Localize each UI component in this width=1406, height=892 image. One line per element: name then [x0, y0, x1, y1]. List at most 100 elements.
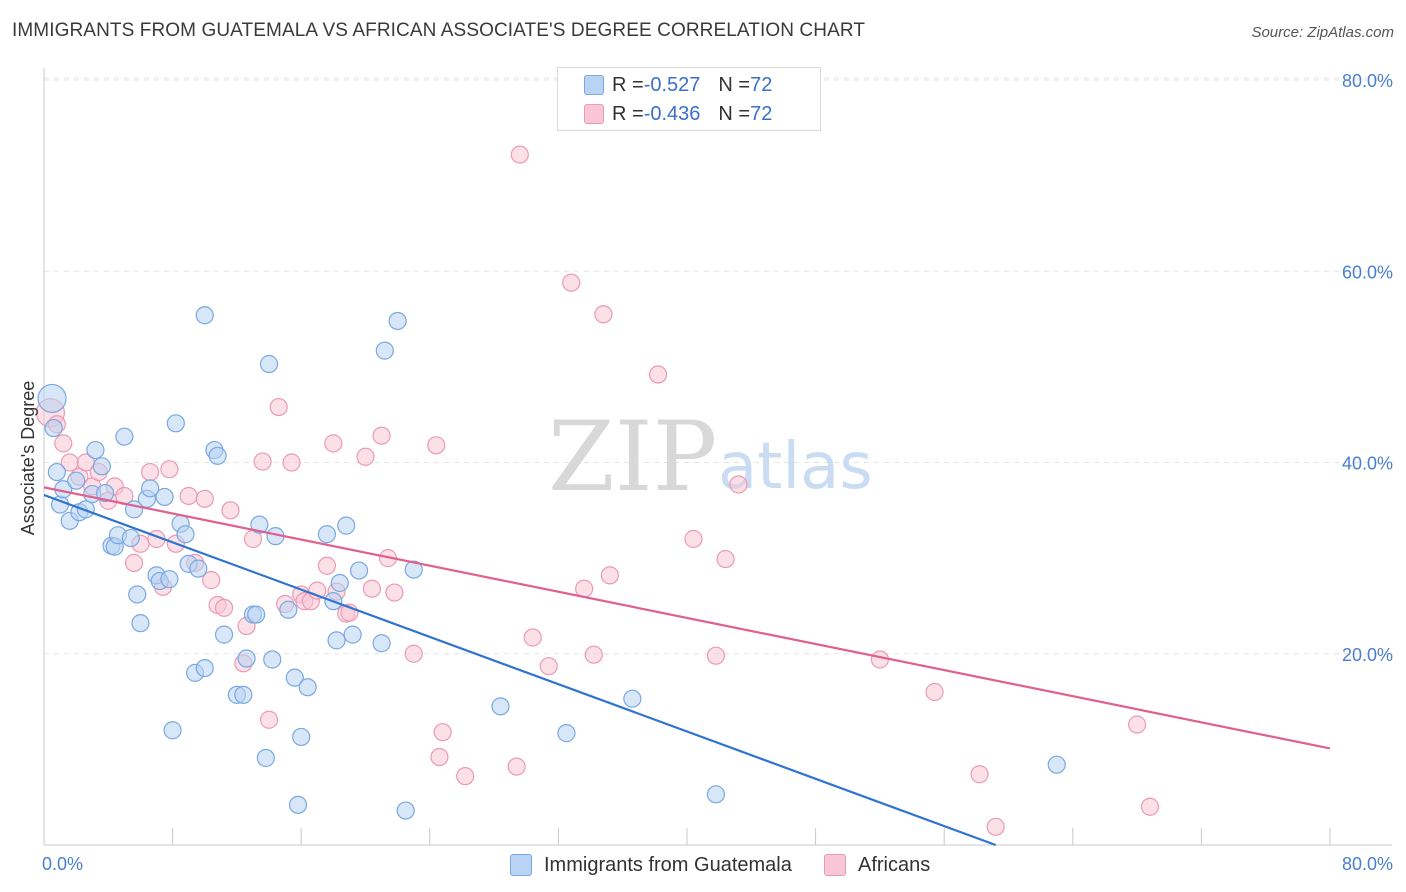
legend-n-label: N =: [718, 102, 751, 125]
point-guatemala: [95, 484, 115, 503]
point-guatemala: [208, 446, 227, 465]
y-axis-label: Associate's Degree: [18, 381, 38, 536]
point-guatemala: [375, 341, 394, 360]
point-guatemala: [706, 785, 726, 804]
point-guatemala: [86, 440, 105, 460]
point-guatemala: [47, 462, 66, 482]
point-africans: [282, 453, 301, 472]
point-africans: [584, 645, 603, 664]
point-guatemala: [44, 418, 63, 438]
point-guatemala: [256, 748, 275, 768]
point-africans: [317, 556, 337, 575]
labels-layer: 20.0% 40.0% 60.0% 80.0% 0.0% 80.0% Associate's…: [18, 71, 1393, 874]
watermark-zip: ZIP: [548, 401, 717, 513]
point-africans: [356, 447, 375, 466]
point-guatemala: [121, 528, 140, 548]
point-africans: [269, 397, 288, 417]
point-africans: [385, 583, 404, 602]
bottom-legend-label: Africans: [858, 853, 931, 876]
grid-layer: [44, 77, 1392, 655]
point-guatemala: [189, 559, 208, 578]
legend-n-value: 72: [750, 73, 773, 96]
point-guatemala: [372, 634, 391, 653]
point-guatemala: [176, 525, 195, 544]
point-guatemala: [247, 605, 266, 624]
point-guatemala: [250, 515, 269, 534]
x-tick-label: 80.0%: [1342, 854, 1393, 874]
point-africans: [600, 566, 619, 585]
point-guatemala: [160, 570, 179, 589]
point-africans: [594, 305, 613, 324]
point-africans: [179, 486, 198, 506]
point-africans: [140, 462, 160, 482]
point-guatemala: [195, 658, 214, 678]
watermark: ZIP atlas: [548, 401, 873, 513]
point-africans: [706, 646, 726, 665]
point-africans: [430, 747, 449, 767]
point-africans: [214, 598, 234, 617]
point-africans: [970, 765, 989, 784]
point-guatemala: [263, 650, 282, 669]
point-africans: [510, 145, 529, 164]
point-africans: [253, 452, 272, 471]
point-africans: [684, 529, 703, 549]
point-africans: [870, 650, 890, 669]
point-guatemala: [491, 697, 510, 716]
y-tick-label: 20.0%: [1342, 645, 1393, 665]
bottom-legend-swatch-pink: [824, 854, 846, 876]
point-africans: [562, 273, 581, 292]
point-africans: [716, 549, 735, 569]
point-guatemala: [337, 516, 356, 535]
point-africans: [324, 434, 343, 453]
point-guatemala: [285, 668, 304, 687]
bottom-legend-africans: Africans: [824, 852, 930, 878]
point-guatemala: [131, 614, 150, 633]
point-guatemala: [404, 560, 423, 579]
chart-title: IMMIGRANTS FROM GUATEMALA VS AFRICAN ASS…: [12, 20, 866, 41]
point-africans: [507, 757, 526, 776]
point-guatemala: [163, 721, 182, 740]
point-africans: [372, 426, 391, 445]
point-africans: [427, 436, 446, 455]
point-guatemala: [327, 631, 346, 650]
point-guatemala: [140, 479, 160, 498]
point-guatemala: [155, 487, 174, 507]
point-africans: [648, 365, 668, 384]
point-guatemala: [259, 354, 279, 374]
point-africans: [729, 475, 748, 494]
bottom-legend-swatch-blue: [510, 854, 532, 876]
point-guatemala: [388, 311, 407, 331]
point-africans: [259, 710, 279, 729]
point-guatemala: [343, 625, 362, 644]
point-africans: [523, 628, 542, 647]
point-africans: [575, 579, 594, 598]
bottom-legend-guatemala: Immigrants from Guatemala: [510, 852, 792, 878]
point-guatemala: [317, 525, 337, 544]
y-tick-label: 40.0%: [1342, 454, 1393, 474]
source-credit: Source: ZipAtlas.com: [1251, 24, 1394, 41]
point-africans: [221, 501, 240, 520]
legend-r-label: R =: [612, 102, 644, 125]
point-guatemala: [349, 561, 369, 580]
point-guatemala: [557, 724, 576, 743]
point-guatemala: [214, 625, 234, 644]
axis-layer: [43, 68, 1392, 846]
point-guatemala: [288, 795, 308, 814]
point-africans: [404, 644, 423, 663]
point-africans: [1140, 797, 1160, 816]
point-africans: [539, 657, 558, 676]
point-africans: [986, 817, 1005, 836]
point-guatemala: [128, 585, 147, 604]
point-guatemala: [1047, 755, 1066, 774]
point-guatemala: [623, 689, 642, 708]
point-africans: [160, 460, 179, 479]
y-tick-label: 60.0%: [1342, 262, 1393, 282]
point-guatemala: [396, 801, 415, 820]
point-guatemala: [298, 678, 317, 697]
point-africans: [925, 682, 944, 702]
point-guatemala: [67, 471, 86, 490]
point-guatemala: [195, 306, 214, 325]
point-africans: [433, 723, 452, 742]
point-guatemala: [279, 600, 298, 619]
